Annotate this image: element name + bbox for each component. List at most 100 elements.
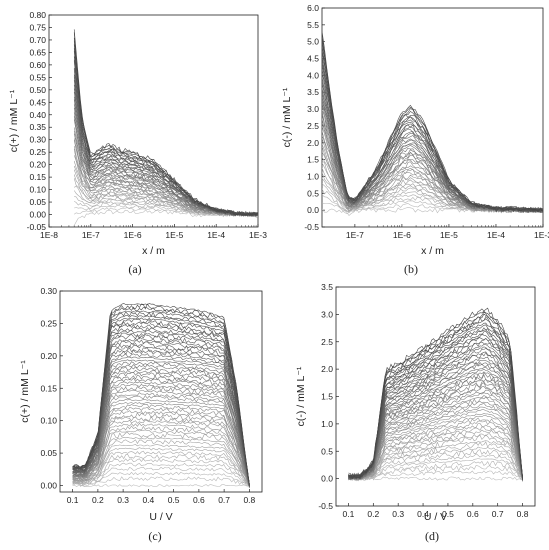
y-tick-label: 0.15 [29,172,46,182]
series-line [348,361,523,481]
x-tick-label: 1E-5 [165,230,183,240]
series-line [72,439,250,486]
x-tick-label: 0.5 [442,509,454,519]
series-line [72,404,250,486]
series-line [73,99,258,217]
y-tick-label: 1.0 [307,171,319,181]
x-tick-label: 0.2 [92,495,104,505]
x-tick-label: 0.5 [168,495,180,505]
series-line [72,476,250,487]
y-tick-label: 5.0 [307,37,319,47]
series-line [72,436,250,485]
x-tick-label: 0.3 [117,495,129,505]
series-line [348,433,523,480]
series-line [72,410,250,487]
series-line [72,341,250,486]
series-line [322,151,543,214]
series-line [72,406,250,485]
series-line [73,108,258,217]
y-tick-label: 0.25 [29,147,46,157]
y-tick-label: 0.50 [29,85,46,95]
y-tick-label: 0.65 [29,47,46,57]
series-line [348,423,523,480]
x-tick-label: 0.7 [218,495,230,505]
y-tick-label: 3.5 [321,282,333,292]
y-tick-label: 0.25 [40,318,57,328]
x-tick-label: 0.8 [243,495,255,505]
panel-caption: (d) [425,529,439,543]
series-line [348,378,523,479]
y-tick-label: 2.0 [321,364,333,374]
series-group [348,307,523,482]
series-line [322,68,543,212]
y-tick-label: 2.5 [307,121,319,131]
x-axis-label: x / m [142,245,165,257]
series-line [348,470,523,481]
x-tick-label: 1E-8 [40,230,58,240]
x-axis-label: x / m [421,245,444,257]
y-axis-label: c(+) / mM L⁻¹ [19,360,31,423]
series-line [72,302,250,486]
series-line [322,44,543,213]
series-group [73,29,258,226]
plot-frame [59,290,263,493]
series-line [322,64,543,213]
series-line [322,49,543,212]
y-tick-label: 0.35 [29,122,46,132]
x-tick-label: 0.6 [193,495,205,505]
series-line [348,465,523,481]
y-tick-label: -0.5 [304,222,319,232]
series-line [72,444,250,485]
y-axis-label: c(-) / mM L⁻¹ [295,366,307,426]
plot-frame [48,14,259,228]
x-tick-label: 1E-7 [82,230,100,240]
y-tick-label: 0.05 [29,197,46,207]
series-line [72,466,250,487]
y-tick-label: 0.55 [29,72,46,82]
series-line [72,369,250,486]
series-line [348,396,523,480]
y-tick-label: 0.45 [29,97,46,107]
y-tick-label: 4.5 [307,54,319,64]
series-line [73,29,258,216]
y-tick-label: 0.10 [29,185,46,195]
y-axis-label: c(+) / mM L⁻¹ [8,89,20,152]
y-tick-label: 0.10 [40,416,57,426]
series-line [348,307,523,480]
x-tick-label: 0.7 [492,509,504,519]
series-line [348,415,523,480]
x-tick-label: 1E-6 [124,230,142,240]
series-line [72,450,250,487]
y-tick-label: 1.0 [321,419,333,429]
series-line [322,87,543,213]
y-tick-label: 2.5 [321,337,333,347]
panel-caption: (a) [128,262,141,276]
series-line [348,386,523,480]
series-line [348,406,523,480]
series-line [348,458,523,480]
y-tick-label: 0.15 [40,383,57,393]
panel-c: 0.00 0.05 0.10 0.15 0.20 0.25 0.30 0.1 0.2 0.3 0.4… [19,286,263,543]
series-line [72,415,250,487]
series-line [73,44,258,217]
series-line [72,462,250,485]
series-line [322,34,543,212]
x-tick-label: 0.2 [367,509,379,519]
series-line [72,310,250,485]
series-line [72,385,250,489]
y-tick-label: 1.5 [321,392,333,402]
panel-d: -0.5 0.0 0.5 1.0 1.5 2.0 2.5 3.0 3.5 0.1 0.2 0.3 0.4… [295,282,536,543]
series-line [72,392,250,488]
y-tick-label: 0.70 [29,35,46,45]
x-tick-label: 0.1 [343,509,355,519]
panel-a: -0.05 0.00 0.05 0.10 0.15 0.20 0.25 0.30 0.35 0.4… [8,10,267,276]
y-tick-label: 2.0 [307,138,319,148]
y-tick-label: 0.30 [29,135,46,145]
y-axis-label: c(-) / mM L⁻¹ [281,87,293,147]
y-tick-label: 0.40 [29,110,46,120]
series-line [72,458,250,486]
y-tick-label: 0.0 [321,474,333,484]
y-tick-label: 0.30 [40,286,57,296]
series-line [322,82,543,212]
x-axis-label: U / V [424,511,447,523]
